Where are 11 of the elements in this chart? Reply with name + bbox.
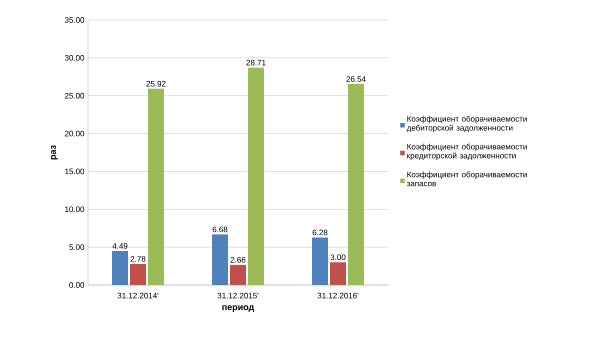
bar xyxy=(348,84,364,285)
bar xyxy=(230,264,246,285)
bar xyxy=(330,262,346,285)
bar xyxy=(248,68,264,285)
bar xyxy=(212,234,228,285)
x-axis-title: период xyxy=(222,305,254,312)
bar xyxy=(148,88,164,285)
y-axis-title: раз xyxy=(50,145,58,160)
bar xyxy=(130,264,146,285)
bar xyxy=(112,251,128,285)
bar xyxy=(312,237,328,285)
